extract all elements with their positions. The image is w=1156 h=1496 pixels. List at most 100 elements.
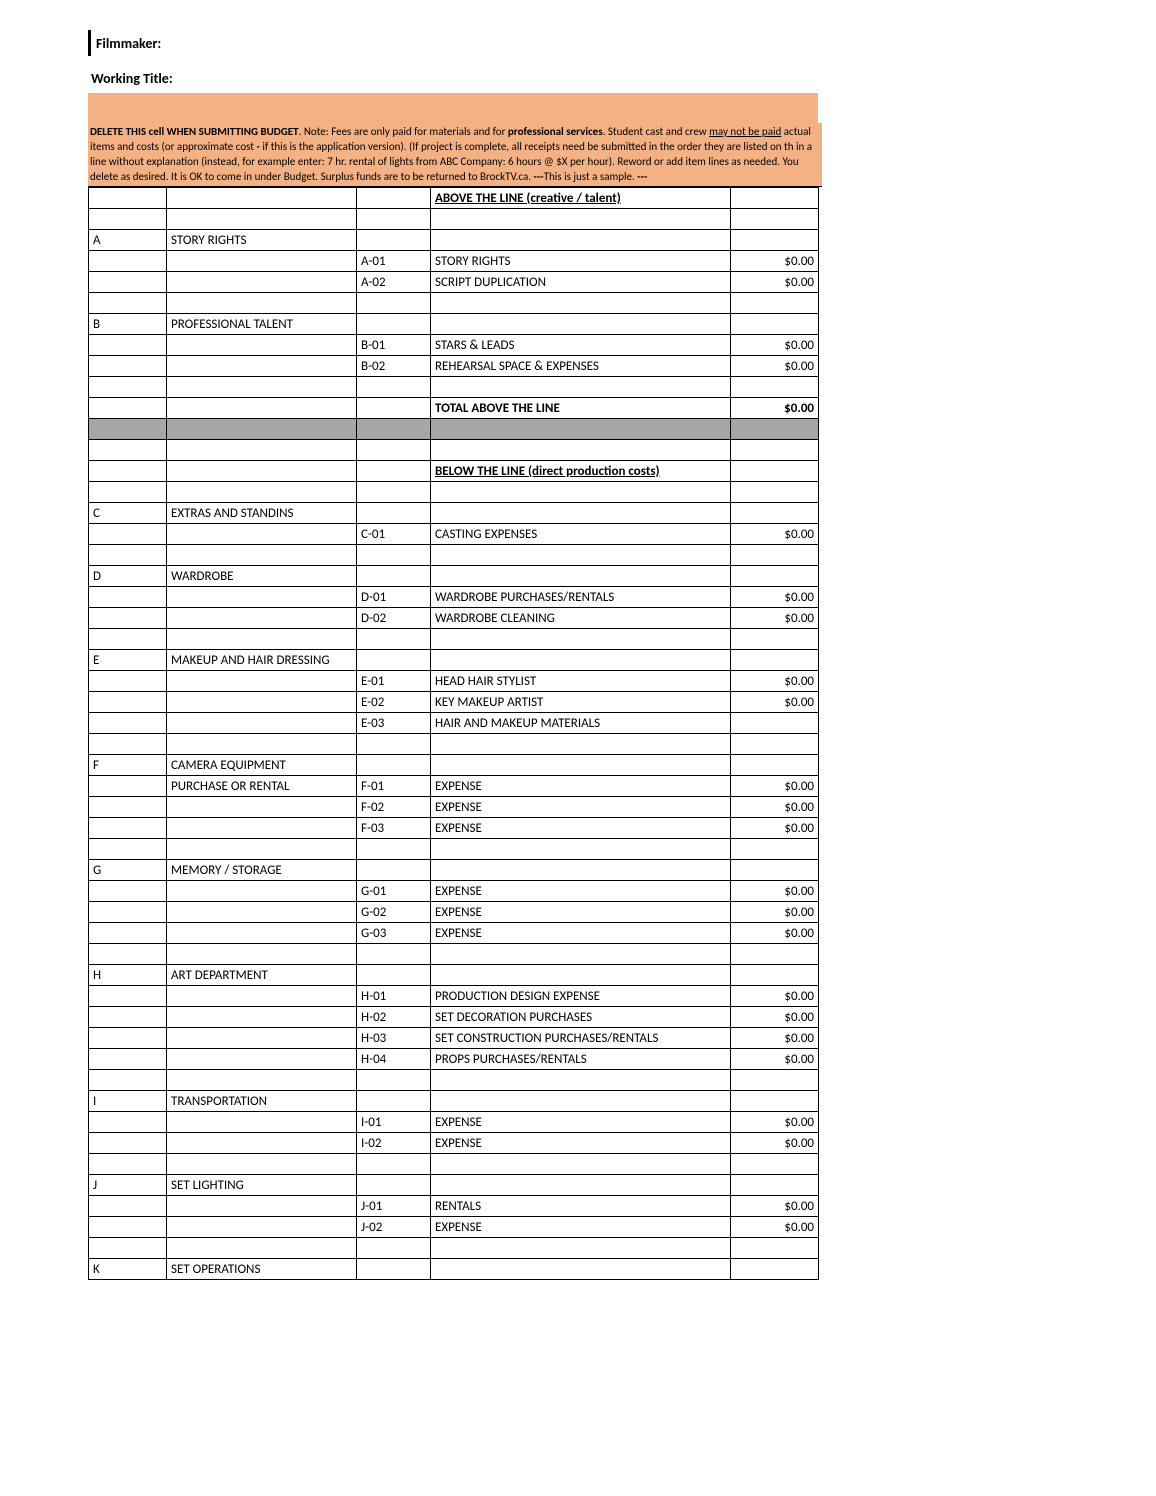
table-row: GMEMORY / STORAGE [89, 860, 819, 881]
cell-empty [167, 818, 357, 839]
category-name: WARDROBE [167, 566, 357, 587]
cell-empty [167, 944, 357, 965]
cell-empty [731, 1070, 819, 1091]
item-amount: $0.00 [731, 1028, 819, 1049]
cell-empty [731, 461, 819, 482]
category-letter: H [89, 965, 167, 986]
category-name: EXTRAS AND STANDINS [167, 503, 357, 524]
cell-empty [357, 482, 431, 503]
cell-empty [89, 398, 167, 419]
cell-empty [167, 671, 357, 692]
item-desc: CASTING EXPENSES [431, 524, 731, 545]
cell-empty [357, 1154, 431, 1175]
item-code: F-03 [357, 818, 431, 839]
cell-empty [731, 734, 819, 755]
cell-empty [731, 650, 819, 671]
item-amount: $0.00 [731, 881, 819, 902]
section-header: ABOVE THE LINE (creative / talent) [431, 188, 731, 209]
cell-empty [357, 440, 431, 461]
cell-empty [167, 440, 357, 461]
table-row: J-02EXPENSE$0.00 [89, 1217, 819, 1238]
item-amount: $0.00 [731, 902, 819, 923]
item-desc: EXPENSE [431, 1217, 731, 1238]
table-row: I-02EXPENSE$0.00 [89, 1133, 819, 1154]
cell-empty [731, 314, 819, 335]
cell-empty [731, 545, 819, 566]
cell-empty [357, 1238, 431, 1259]
item-amount [731, 713, 819, 734]
item-desc: SCRIPT DUPLICATION [431, 272, 731, 293]
cell-empty [431, 440, 731, 461]
item-code: C-01 [357, 524, 431, 545]
table-row: H-02SET DECORATION PURCHASES$0.00 [89, 1007, 819, 1028]
cell-empty [89, 293, 167, 314]
cell-empty [357, 755, 431, 776]
item-amount: $0.00 [731, 272, 819, 293]
item-desc: EXPENSE [431, 1133, 731, 1154]
cell-empty [89, 524, 167, 545]
cell-empty [167, 1112, 357, 1133]
cell-empty [167, 692, 357, 713]
item-desc: SET DECORATION PURCHASES [431, 1007, 731, 1028]
table-row: B-01STARS & LEADS$0.00 [89, 335, 819, 356]
cell-empty [167, 1196, 357, 1217]
item-amount: $0.00 [731, 1196, 819, 1217]
cell-empty [431, 293, 731, 314]
note-top-spacer [88, 93, 818, 123]
cell-empty [89, 944, 167, 965]
item-code: F-01 [357, 776, 431, 797]
cell-empty [89, 881, 167, 902]
item-amount: $0.00 [731, 608, 819, 629]
item-desc: PRODUCTION DESIGN EXPENSE [431, 986, 731, 1007]
cell-empty [89, 545, 167, 566]
cell-empty [431, 965, 731, 986]
cell-empty [431, 944, 731, 965]
cell-empty [731, 503, 819, 524]
table-row: F-03EXPENSE$0.00 [89, 818, 819, 839]
cell-empty [357, 545, 431, 566]
cell-empty [167, 608, 357, 629]
cell-empty [431, 860, 731, 881]
table-row: BELOW THE LINE (direct production costs) [89, 461, 819, 482]
table-row [89, 377, 819, 398]
table-row: G-03EXPENSE$0.00 [89, 923, 819, 944]
table-row: D-01WARDROBE PURCHASES/RENTALS$0.00 [89, 587, 819, 608]
category-name: SET LIGHTING [167, 1175, 357, 1196]
table-row: E-01HEAD HAIR STYLIST$0.00 [89, 671, 819, 692]
cell-empty [89, 482, 167, 503]
table-row: A-02SCRIPT DUPLICATION$0.00 [89, 272, 819, 293]
cell-empty [167, 398, 357, 419]
item-code: B-02 [357, 356, 431, 377]
cell-empty [89, 335, 167, 356]
item-desc: REHEARSAL SPACE & EXPENSES [431, 356, 731, 377]
cell-empty [89, 1133, 167, 1154]
cell-empty [431, 1238, 731, 1259]
cell-empty [357, 944, 431, 965]
category-name: PROFESSIONAL TALENT [167, 314, 357, 335]
cell-empty [357, 230, 431, 251]
item-code: J-01 [357, 1196, 431, 1217]
instruction-note: DELETE THIS cell WHEN SUBMITTING BUDGET.… [88, 123, 822, 187]
cell-empty [357, 398, 431, 419]
item-code: E-02 [357, 692, 431, 713]
cell-empty [357, 734, 431, 755]
cell-empty [731, 1238, 819, 1259]
item-amount: $0.00 [731, 797, 819, 818]
cell-empty [89, 1112, 167, 1133]
item-desc: EXPENSE [431, 881, 731, 902]
item-amount: $0.00 [731, 986, 819, 1007]
cell-empty [431, 377, 731, 398]
cell-empty [731, 965, 819, 986]
item-desc: KEY MAKEUP ARTIST [431, 692, 731, 713]
item-desc: EXPENSE [431, 797, 731, 818]
grey-cell [731, 419, 819, 440]
cell-empty [89, 1028, 167, 1049]
table-row: D-02WARDROBE CLEANING$0.00 [89, 608, 819, 629]
cell-empty [167, 251, 357, 272]
cell-empty [89, 272, 167, 293]
item-desc: EXPENSE [431, 1112, 731, 1133]
table-row [89, 482, 819, 503]
header-block: Filmmaker: Working Title: [88, 30, 1156, 87]
cell-empty [731, 188, 819, 209]
cell-empty [731, 230, 819, 251]
